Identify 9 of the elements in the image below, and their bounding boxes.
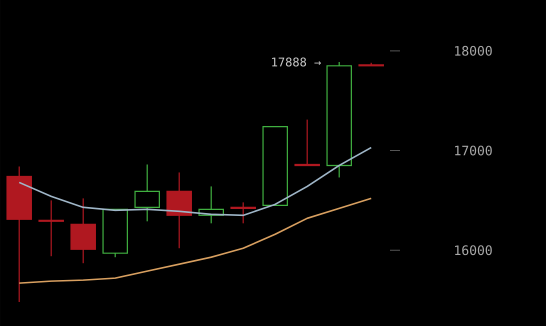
annotation: 17888 →	[272, 57, 321, 67]
candlestick	[38, 200, 64, 257]
candlestick	[230, 202, 256, 224]
line-series	[18, 198, 372, 284]
y-tick-label: 16000	[455, 245, 492, 256]
candlestick	[294, 119, 320, 166]
line-series	[18, 146, 372, 216]
y-tick-label: 18000	[455, 46, 492, 56]
y-tick-label: 17000	[455, 146, 492, 156]
